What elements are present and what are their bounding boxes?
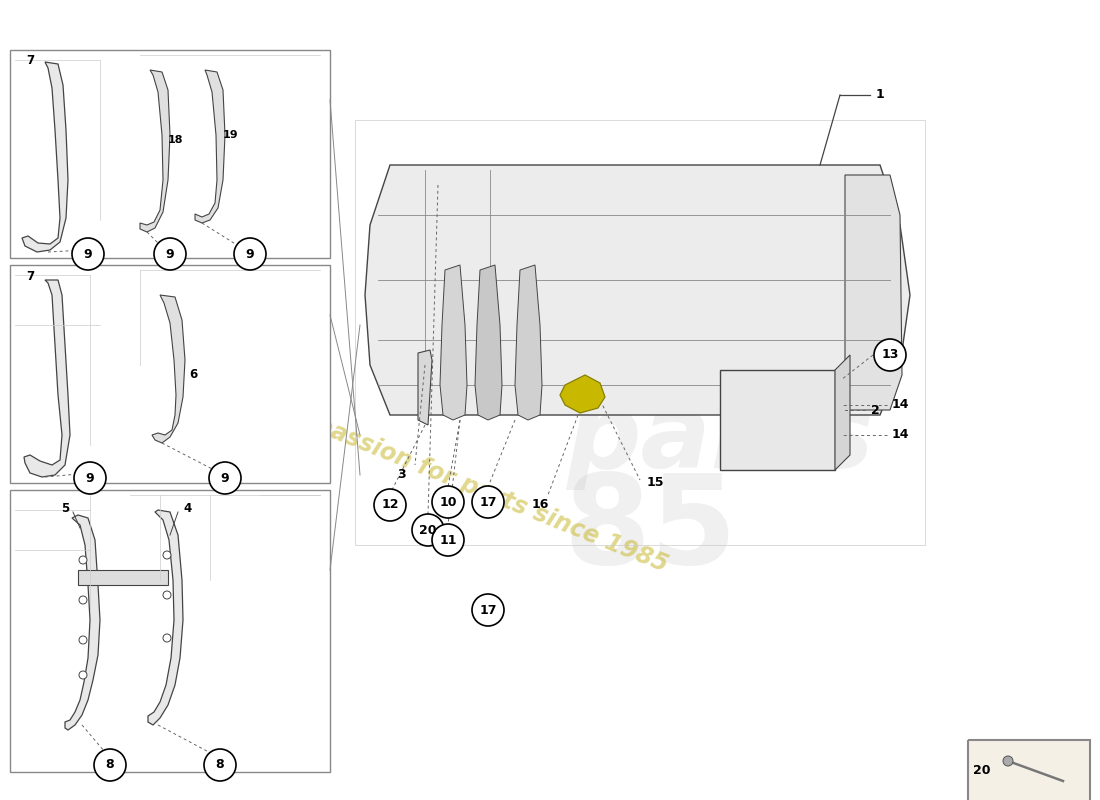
Text: 17: 17	[480, 603, 497, 617]
Circle shape	[154, 238, 186, 270]
Text: 14: 14	[891, 429, 909, 442]
Text: 85: 85	[563, 470, 737, 590]
Circle shape	[79, 671, 87, 679]
Circle shape	[79, 596, 87, 604]
Circle shape	[472, 594, 504, 626]
Polygon shape	[195, 70, 226, 223]
Polygon shape	[365, 165, 910, 415]
Text: 17: 17	[480, 495, 497, 509]
Text: a passion for parts since 1985: a passion for parts since 1985	[289, 403, 671, 577]
Text: 14: 14	[891, 398, 909, 411]
Text: 9: 9	[166, 247, 174, 261]
Polygon shape	[515, 265, 542, 420]
Polygon shape	[475, 265, 502, 420]
Text: 9: 9	[221, 471, 229, 485]
Bar	[355, 120, 925, 545]
Polygon shape	[845, 175, 902, 410]
Text: 5: 5	[60, 502, 69, 514]
Circle shape	[1003, 756, 1013, 766]
Text: 12: 12	[382, 498, 398, 511]
Text: 19: 19	[222, 130, 238, 140]
Polygon shape	[560, 375, 605, 413]
Text: 7: 7	[26, 54, 34, 66]
Bar	[10, 490, 330, 772]
Polygon shape	[440, 265, 467, 420]
Text: 15: 15	[647, 477, 663, 490]
Circle shape	[94, 749, 126, 781]
Polygon shape	[78, 570, 168, 585]
Circle shape	[163, 591, 170, 599]
Text: 9: 9	[86, 471, 95, 485]
Text: 10: 10	[439, 495, 456, 509]
Polygon shape	[720, 370, 835, 470]
Circle shape	[74, 462, 106, 494]
Circle shape	[163, 551, 170, 559]
Polygon shape	[22, 62, 68, 252]
Text: 2: 2	[870, 403, 879, 417]
Circle shape	[374, 489, 406, 521]
Polygon shape	[418, 350, 432, 425]
Polygon shape	[152, 295, 185, 443]
Text: 13: 13	[881, 349, 899, 362]
Bar	[968, 740, 1090, 800]
Text: parts: parts	[566, 390, 873, 490]
Text: 6: 6	[189, 369, 197, 382]
Bar	[10, 50, 330, 258]
Circle shape	[209, 462, 241, 494]
Text: 18: 18	[167, 135, 183, 145]
Text: 20: 20	[974, 765, 991, 778]
Bar	[968, 740, 1090, 800]
Polygon shape	[24, 280, 70, 477]
Circle shape	[204, 749, 236, 781]
Circle shape	[412, 514, 444, 546]
Text: 3: 3	[398, 469, 406, 482]
Circle shape	[432, 524, 464, 556]
Text: 8: 8	[106, 758, 114, 771]
Circle shape	[234, 238, 266, 270]
Circle shape	[432, 486, 464, 518]
Text: 4: 4	[184, 502, 192, 514]
Polygon shape	[148, 510, 183, 725]
Polygon shape	[65, 515, 100, 730]
Circle shape	[472, 486, 504, 518]
Circle shape	[79, 556, 87, 564]
Text: europ: europ	[509, 290, 851, 390]
Text: 8: 8	[216, 758, 224, 771]
Bar	[10, 265, 330, 483]
Circle shape	[79, 636, 87, 644]
Text: 1: 1	[876, 89, 884, 102]
Polygon shape	[835, 355, 850, 470]
Circle shape	[72, 238, 104, 270]
Text: 9: 9	[245, 247, 254, 261]
Polygon shape	[140, 70, 170, 232]
Text: 11: 11	[439, 534, 456, 546]
Circle shape	[163, 634, 170, 642]
Text: 7: 7	[26, 270, 34, 283]
Text: 20: 20	[419, 523, 437, 537]
Text: 16: 16	[531, 498, 549, 511]
Text: 9: 9	[84, 247, 92, 261]
Circle shape	[874, 339, 906, 371]
